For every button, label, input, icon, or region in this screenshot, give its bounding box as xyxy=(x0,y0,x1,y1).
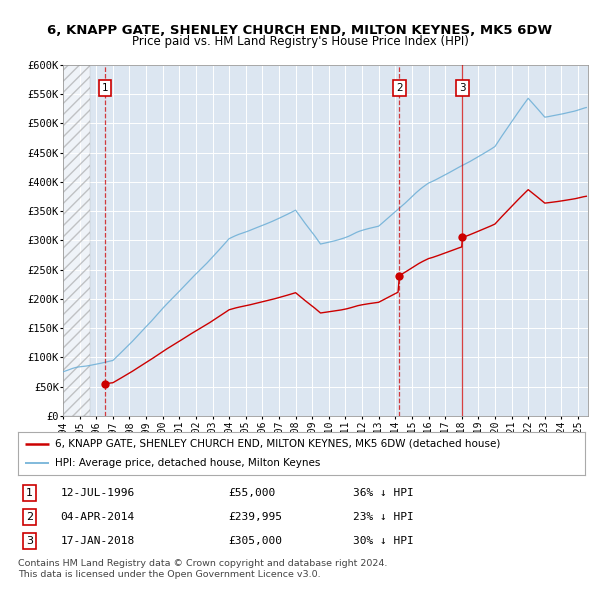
Text: 04-APR-2014: 04-APR-2014 xyxy=(61,512,135,522)
Text: This data is licensed under the Open Government Licence v3.0.: This data is licensed under the Open Gov… xyxy=(18,570,320,579)
Text: Contains HM Land Registry data © Crown copyright and database right 2024.: Contains HM Land Registry data © Crown c… xyxy=(18,559,388,568)
Text: Price paid vs. HM Land Registry's House Price Index (HPI): Price paid vs. HM Land Registry's House … xyxy=(131,35,469,48)
Text: 2: 2 xyxy=(26,512,33,522)
Text: 30% ↓ HPI: 30% ↓ HPI xyxy=(353,536,413,546)
Text: 6, KNAPP GATE, SHENLEY CHURCH END, MILTON KEYNES, MK5 6DW (detached house): 6, KNAPP GATE, SHENLEY CHURCH END, MILTO… xyxy=(55,439,500,449)
Text: 3: 3 xyxy=(459,83,466,93)
Text: 6, KNAPP GATE, SHENLEY CHURCH END, MILTON KEYNES, MK5 6DW: 6, KNAPP GATE, SHENLEY CHURCH END, MILTO… xyxy=(47,24,553,37)
Text: 1: 1 xyxy=(102,83,109,93)
Text: 2: 2 xyxy=(396,83,403,93)
Text: 12-JUL-1996: 12-JUL-1996 xyxy=(61,488,135,498)
Text: 23% ↓ HPI: 23% ↓ HPI xyxy=(353,512,413,522)
Text: £305,000: £305,000 xyxy=(228,536,282,546)
Text: HPI: Average price, detached house, Milton Keynes: HPI: Average price, detached house, Milt… xyxy=(55,458,320,468)
Text: £239,995: £239,995 xyxy=(228,512,282,522)
Text: 1: 1 xyxy=(26,488,33,498)
Text: 17-JAN-2018: 17-JAN-2018 xyxy=(61,536,135,546)
Text: £55,000: £55,000 xyxy=(228,488,275,498)
Text: 3: 3 xyxy=(26,536,33,546)
Text: 36% ↓ HPI: 36% ↓ HPI xyxy=(353,488,413,498)
Bar xyxy=(63,65,89,416)
